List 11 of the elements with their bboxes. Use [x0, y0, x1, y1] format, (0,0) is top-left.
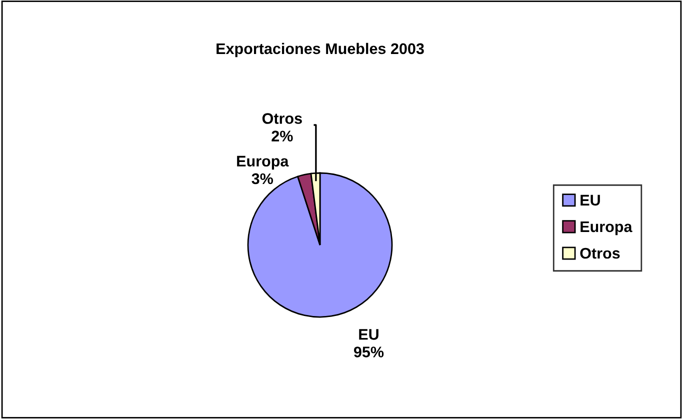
legend-label: EU [580, 194, 600, 206]
legend-label: Otros [580, 248, 620, 259]
chart-title: Exportaciones Muebles 2003 [216, 42, 424, 58]
slice-label: Europa [237, 156, 289, 170]
data-label: 3% [252, 173, 274, 184]
slice-label: Otros [262, 113, 302, 124]
slice-label: EU [359, 329, 378, 340]
legend-label: Europa [580, 221, 632, 236]
pie-slice [247, 172, 393, 318]
data-label: 95% [354, 346, 384, 358]
data-label: 2% [272, 130, 293, 142]
